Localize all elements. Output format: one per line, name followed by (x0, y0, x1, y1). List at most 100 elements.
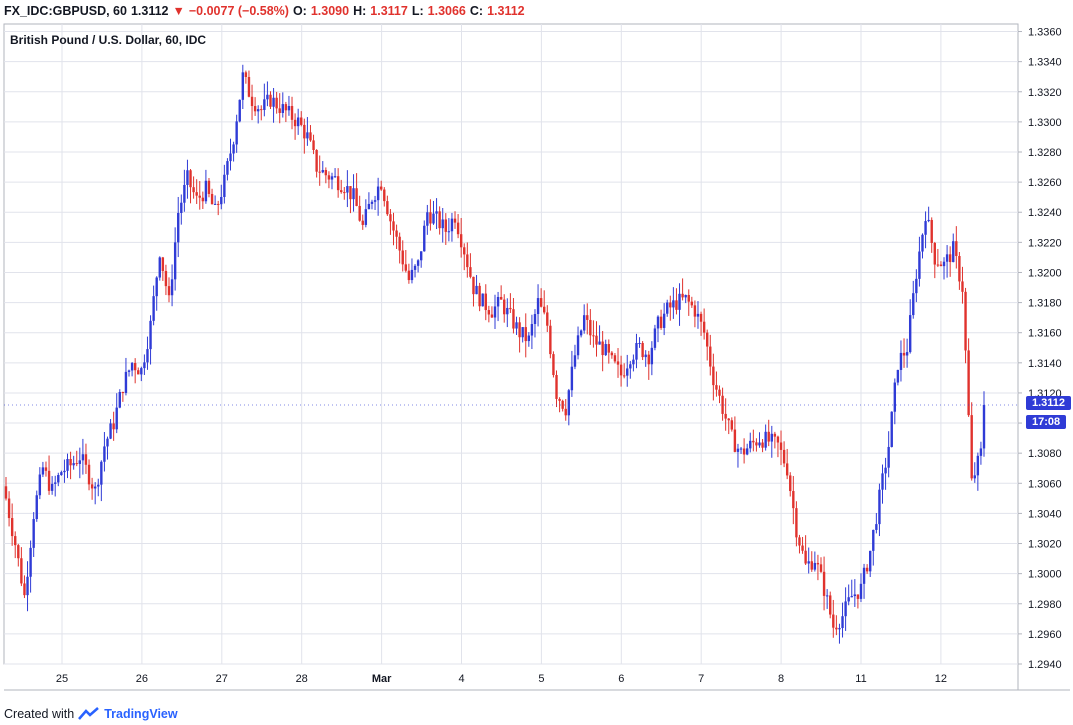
candle-body (253, 106, 257, 112)
y-tick-label: 1.3220 (1028, 237, 1062, 249)
candle-body (835, 627, 838, 630)
candle-body (715, 385, 718, 390)
candle-body (543, 306, 546, 313)
candle-body (155, 277, 158, 297)
candle-body (287, 106, 291, 111)
last-price-tag: 1.3112 (1026, 395, 1072, 410)
x-tick-label: 6 (618, 673, 624, 685)
candle-body (549, 325, 552, 355)
y-tick-label: 1.3140 (1028, 358, 1062, 370)
candle-body (570, 366, 574, 391)
y-tick-label: 1.3180 (1028, 298, 1062, 310)
chart-title: British Pound / U.S. Dollar, 60, IDC (10, 33, 207, 47)
open-value: 1.3090 (310, 4, 350, 18)
x-tick-label: 5 (538, 673, 544, 685)
candle-body (14, 536, 17, 546)
candle-body (632, 359, 635, 365)
candle-body (75, 463, 78, 465)
candle-body (296, 117, 300, 127)
x-tick-label: 12 (935, 673, 947, 685)
candle-body (453, 218, 457, 223)
candle-body (229, 153, 232, 162)
last-price: 1.3112 (130, 4, 169, 18)
candle-body (595, 335, 598, 345)
candle-body (690, 301, 694, 306)
y-tick-label: 1.3160 (1028, 328, 1062, 340)
candle-body (407, 270, 411, 281)
candle-body (213, 203, 217, 205)
candle-body (921, 234, 924, 252)
candle-body (164, 270, 168, 287)
candle-body (518, 322, 521, 338)
candle-body (576, 335, 580, 356)
candle-body (263, 99, 266, 110)
candle-body (404, 264, 408, 271)
candle-body (260, 109, 263, 111)
candle-body (573, 355, 577, 367)
tradingview-brand-link[interactable]: TradingView (104, 707, 178, 721)
candle-body (730, 420, 734, 430)
candle-body (17, 545, 20, 559)
candle-body (361, 220, 364, 225)
candle-body (745, 448, 749, 455)
candle-body (60, 472, 63, 476)
candle-body (976, 455, 980, 476)
candle-body (961, 281, 964, 292)
candle-body (235, 121, 238, 145)
close-label: C: (469, 4, 484, 18)
candle-body (238, 99, 241, 122)
candle-body (146, 349, 149, 363)
candle-body (948, 254, 952, 263)
candle-body (635, 343, 638, 360)
candle-body (515, 322, 518, 329)
candle-body (364, 209, 368, 225)
candle-body (247, 77, 251, 97)
y-tick-label: 1.3080 (1028, 448, 1062, 460)
candle-body (967, 350, 970, 416)
candle-body (217, 203, 220, 205)
candle-body (936, 264, 940, 266)
candle-body (650, 347, 654, 365)
candle-body (223, 174, 226, 197)
candle-body (198, 195, 201, 198)
candle-body (450, 218, 454, 232)
candle-body (622, 375, 626, 377)
low-label: L: (411, 4, 424, 18)
symbol-label[interactable]: FX_IDC:GBPUSD, 60 (4, 4, 127, 18)
candle-body (118, 391, 121, 408)
candle-body (416, 260, 420, 266)
candle-body (512, 309, 515, 329)
candle-body (340, 190, 343, 193)
created-with-label: Created with (4, 707, 75, 721)
candle-body (616, 361, 620, 365)
candle-body (315, 150, 318, 172)
candle-body (626, 368, 629, 376)
candle-body (401, 250, 404, 265)
candle-body (810, 561, 813, 570)
candle-body (441, 219, 444, 229)
candle-body (373, 200, 377, 202)
candle-body (54, 482, 57, 484)
candle-body (684, 294, 687, 298)
candle-body (902, 352, 906, 356)
candle-body (801, 545, 804, 551)
candle-body (589, 319, 592, 336)
candle-body (161, 257, 165, 271)
candle-body (456, 222, 460, 235)
candle-body (773, 433, 777, 437)
candle-body (419, 251, 423, 261)
candle-body (463, 247, 466, 255)
x-tick-label: 7 (698, 673, 704, 685)
candle-body (44, 467, 48, 471)
candle-body (124, 371, 128, 393)
candle-body (41, 467, 45, 475)
candle-body (398, 236, 401, 251)
candle-body (284, 104, 288, 111)
candle-body (807, 561, 810, 564)
candle-body (629, 364, 632, 369)
candle-body (829, 595, 832, 615)
candle-body (758, 442, 761, 446)
candle-body (244, 72, 248, 78)
y-tick-label: 1.3020 (1028, 539, 1062, 551)
